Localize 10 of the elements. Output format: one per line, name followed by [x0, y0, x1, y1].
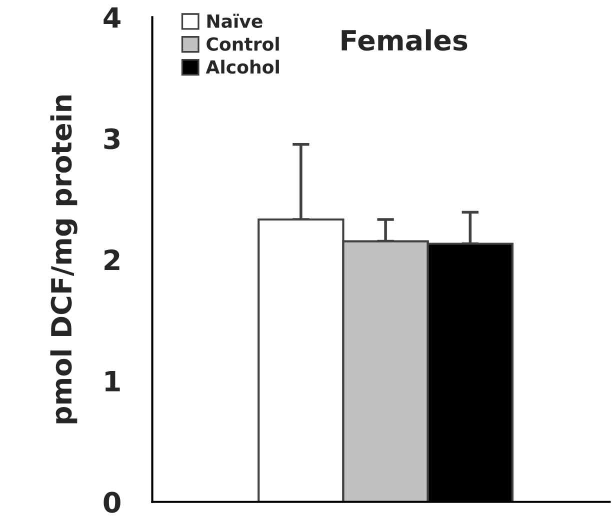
legend-label: Control — [206, 36, 279, 51]
chart-title: Females — [342, 29, 468, 51]
legend-label: Naïve — [207, 14, 262, 28]
legend-label: Alcohol — [206, 60, 279, 74]
y-tick-label: 3 — [104, 128, 120, 150]
y-tick-label: 1 — [106, 370, 120, 392]
y-tick-label: 0 — [104, 492, 120, 513]
y-tick-label: 2 — [104, 249, 120, 270]
y-tick-label: 4 — [104, 7, 120, 28]
y-axis-title: pmol DCF/mg protein — [50, 96, 78, 424]
